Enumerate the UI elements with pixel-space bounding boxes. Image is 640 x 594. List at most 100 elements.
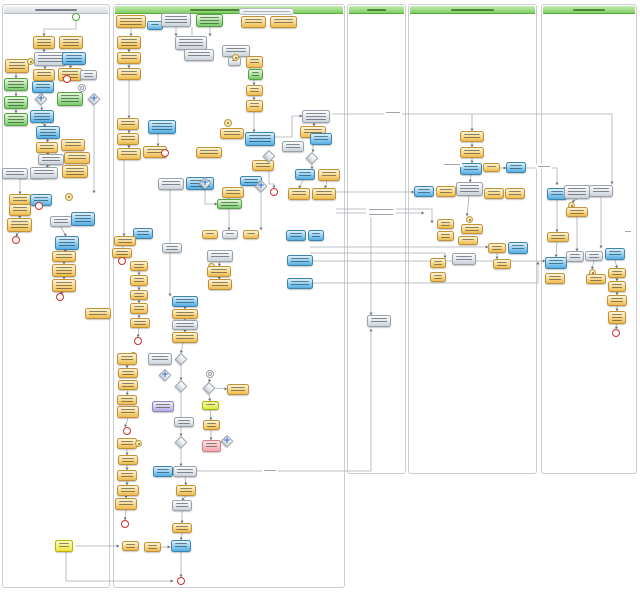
task-node-yellow[interactable]: [130, 275, 148, 286]
task-node-yellow[interactable]: [33, 69, 55, 81]
subprocess-node-gray[interactable]: [161, 13, 191, 27]
task-node-yellow[interactable]: [430, 272, 446, 282]
task-node-yellow[interactable]: [608, 281, 626, 292]
start-event-icon[interactable]: [72, 13, 80, 21]
exclusive-gateway-icon[interactable]: [174, 435, 188, 449]
timer-event-icon[interactable]: [466, 216, 473, 223]
end-event-icon[interactable]: [121, 520, 129, 528]
subprocess-node-gray[interactable]: [148, 353, 172, 365]
task-node-yellow[interactable]: [85, 308, 111, 319]
timer-event-icon[interactable]: [65, 193, 73, 201]
task-node-blue[interactable]: [287, 255, 313, 266]
task-node-yellow[interactable]: [202, 230, 218, 239]
task-node-yellow[interactable]: [117, 36, 141, 49]
task-node-yellow[interactable]: [116, 15, 146, 28]
task-node-yellow[interactable]: [437, 231, 454, 241]
task-node-yellow[interactable]: [59, 36, 83, 49]
task-node-yellow[interactable]: [488, 243, 506, 253]
task-node-blue[interactable]: [32, 81, 54, 93]
task-node-yellow[interactable]: [115, 498, 137, 510]
task-node-yellow[interactable]: [117, 470, 137, 481]
task-node-yellow[interactable]: [547, 232, 569, 242]
subprocess-node-gray[interactable]: [162, 243, 182, 253]
task-node-yellow[interactable]: [117, 133, 139, 145]
subprocess-node-gray[interactable]: [158, 178, 184, 190]
task-node-blue[interactable]: [153, 466, 173, 477]
exclusive-gateway-icon[interactable]: [174, 352, 188, 366]
task-node-yellow[interactable]: [117, 148, 141, 160]
subprocess-node-gray[interactable]: [367, 315, 391, 327]
task-node-yellow[interactable]: [33, 36, 55, 49]
task-node-yellow[interactable]: [144, 542, 161, 552]
task-node-yellow[interactable]: [52, 279, 76, 292]
subprocess-node-gray[interactable]: [38, 154, 64, 165]
task-node-yellow[interactable]: [566, 207, 588, 217]
task-node-blue[interactable]: [30, 110, 54, 123]
task-node-yellow[interactable]: [117, 52, 141, 64]
task-node-yellow[interactable]: [62, 165, 88, 178]
group-note-label[interactable]: [239, 8, 294, 15]
end-event-icon[interactable]: [123, 427, 131, 435]
task-node-yellow[interactable]: [222, 187, 244, 198]
task-node-yellow[interactable]: [122, 541, 139, 551]
parallel-gateway-icon[interactable]: +: [198, 176, 212, 190]
subprocess-node-gray[interactable]: [80, 70, 97, 80]
task-node-pink[interactable]: [202, 440, 221, 452]
task-node-blue[interactable]: [62, 52, 86, 65]
task-node-yellow[interactable]: [430, 258, 446, 268]
task-node-yellow[interactable]: [118, 368, 138, 378]
subprocess-node-gray[interactable]: [173, 466, 197, 477]
task-node-yellow[interactable]: [312, 188, 336, 200]
parallel-gateway-icon[interactable]: +: [158, 368, 172, 382]
task-node-yellow[interactable]: [208, 279, 232, 290]
task-node-lavender[interactable]: [152, 401, 174, 412]
task-node-green[interactable]: [248, 69, 263, 80]
task-node-yellow[interactable]: [118, 455, 138, 465]
subprocess-node-gray[interactable]: [222, 230, 238, 239]
task-node-yellow[interactable]: [458, 236, 478, 245]
subprocess-node-gray[interactable]: [184, 49, 214, 61]
task-node-green[interactable]: [217, 199, 242, 209]
task-node-yellow[interactable]: [203, 420, 220, 430]
task-node-yellow[interactable]: [252, 160, 274, 171]
task-node-blue[interactable]: [245, 132, 275, 146]
subprocess-node-gray[interactable]: [175, 36, 207, 50]
task-node-blue[interactable]: [414, 186, 434, 197]
task-node-yellow[interactable]: [227, 384, 249, 395]
task-node-yellow[interactable]: [117, 353, 137, 365]
task-node-blue[interactable]: [172, 296, 198, 307]
task-node-yellow[interactable]: [460, 131, 484, 142]
task-node-blue[interactable]: [71, 212, 95, 226]
task-node-yellow[interactable]: [461, 224, 483, 234]
task-node-blue[interactable]: [286, 230, 306, 241]
task-node-blue[interactable]: [133, 228, 153, 239]
subprocess-node-gray[interactable]: [452, 253, 476, 265]
end-event-icon[interactable]: [56, 293, 64, 301]
task-node-yellow[interactable]: [586, 274, 606, 284]
task-node-yellow[interactable]: [436, 186, 456, 197]
end-event-icon[interactable]: [161, 149, 169, 157]
subprocess-node-gray[interactable]: [456, 182, 483, 196]
task-node-bright-yellow[interactable]: [55, 540, 73, 552]
task-node-green[interactable]: [4, 113, 28, 126]
subprocess-node-gray[interactable]: [282, 141, 304, 152]
task-node-blue[interactable]: [605, 248, 625, 260]
subprocess-node-gray[interactable]: [172, 320, 198, 330]
end-event-icon[interactable]: [12, 236, 20, 244]
exclusive-gateway-icon[interactable]: [262, 149, 276, 163]
parallel-gateway-icon[interactable]: +: [34, 92, 48, 106]
task-node-blue[interactable]: [55, 236, 79, 250]
task-node-yellow-green[interactable]: [202, 401, 219, 410]
task-node-blue[interactable]: [506, 162, 526, 173]
end-event-icon[interactable]: [177, 577, 185, 585]
task-node-blue[interactable]: [310, 133, 332, 145]
task-node-yellow[interactable]: [243, 230, 259, 239]
timer-event-icon[interactable]: [27, 58, 34, 65]
parallel-gateway-icon[interactable]: +: [220, 434, 234, 448]
parallel-gateway-icon[interactable]: +: [87, 92, 101, 106]
subprocess-node-gray[interactable]: [207, 250, 233, 262]
task-node-blue[interactable]: [308, 230, 324, 241]
task-node-blue[interactable]: [148, 120, 176, 134]
task-node-yellow[interactable]: [484, 188, 504, 199]
task-node-yellow[interactable]: [288, 188, 310, 200]
